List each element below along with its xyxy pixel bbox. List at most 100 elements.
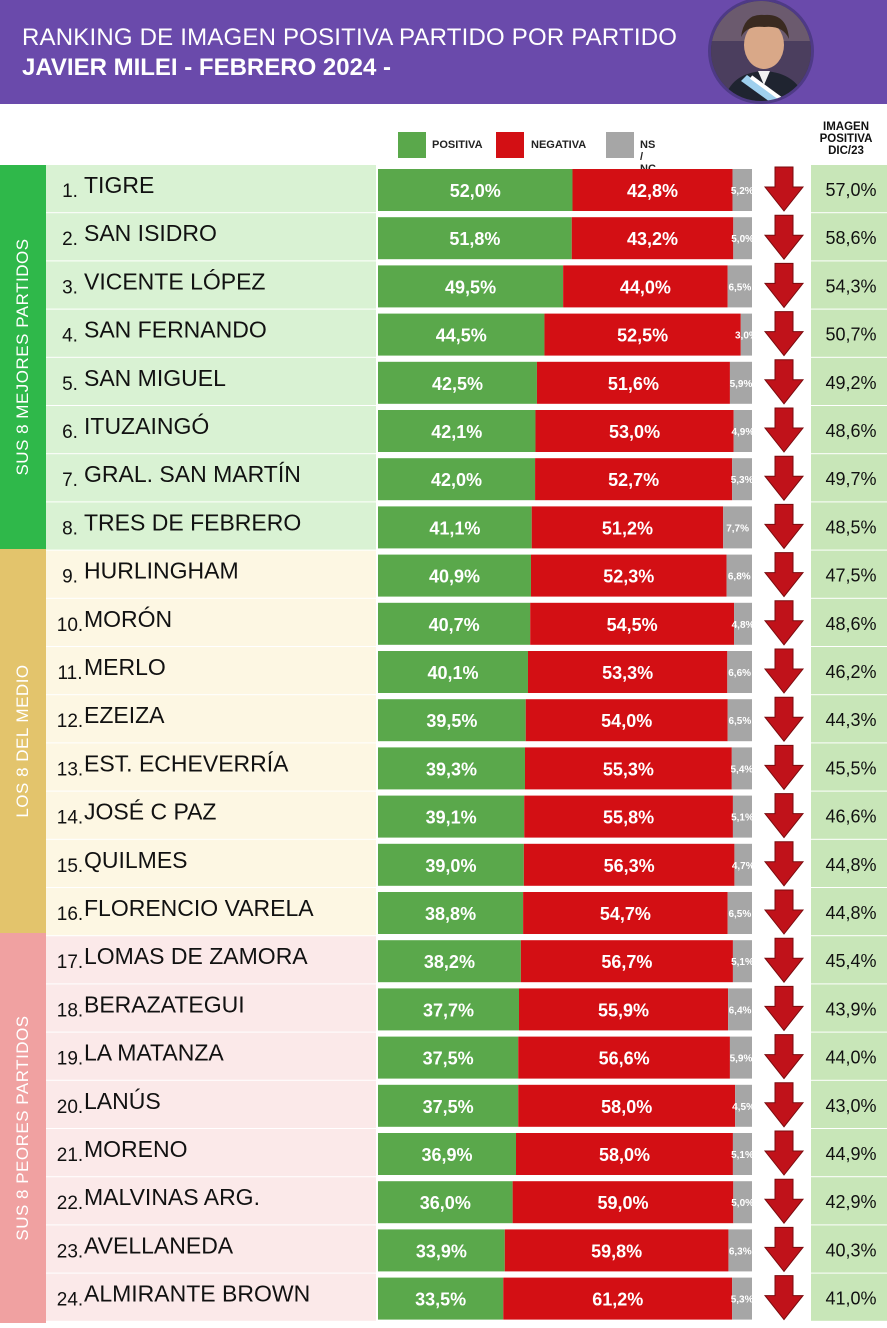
label-negativa: 52,5% bbox=[617, 326, 668, 346]
bar-positiva bbox=[378, 1229, 505, 1272]
label-nsnc: 5,1% bbox=[731, 957, 754, 968]
bar-nsnc bbox=[731, 747, 752, 790]
previous-header-line3: DIC/23 bbox=[828, 145, 864, 157]
label-nsnc: 4,9% bbox=[731, 427, 754, 438]
row-label-bg bbox=[46, 309, 376, 357]
district-name: EZEIZA bbox=[84, 702, 165, 728]
previous-value: 41,0% bbox=[825, 1289, 876, 1309]
row-label-bg bbox=[46, 261, 376, 309]
label-negativa: 56,7% bbox=[601, 952, 652, 972]
bar-negativa bbox=[520, 940, 733, 983]
bar-positiva bbox=[378, 1277, 504, 1320]
district-name: AVELLANEDA bbox=[84, 1232, 234, 1258]
label-nsnc: 3,0% bbox=[735, 331, 758, 342]
trend-down-arrow-icon bbox=[763, 937, 805, 984]
previous-value: 44,9% bbox=[825, 1144, 876, 1164]
legend-swatch-nsnc bbox=[606, 132, 634, 158]
district-name: LANÚS bbox=[84, 1088, 161, 1114]
bar-positiva bbox=[378, 1084, 519, 1127]
row-label-bg bbox=[46, 984, 376, 1032]
bar-positiva bbox=[378, 747, 525, 790]
bar-negativa bbox=[503, 1277, 733, 1320]
bar-positiva bbox=[378, 410, 536, 452]
district-name: LA MATANZA bbox=[84, 1040, 224, 1066]
row-label-bg bbox=[46, 598, 376, 646]
bar-nsnc bbox=[728, 988, 752, 1031]
district-name: MALVINAS ARG. bbox=[84, 1184, 260, 1210]
trend-down-arrow-icon bbox=[763, 648, 805, 694]
bar-positiva bbox=[378, 265, 564, 308]
trend-down-arrow-icon bbox=[763, 214, 805, 261]
previous-value: 48,6% bbox=[825, 421, 876, 441]
rank-number: 24. bbox=[57, 1290, 83, 1311]
trend-down-arrow-icon bbox=[763, 552, 805, 598]
row-label-bg bbox=[46, 1032, 376, 1080]
label-nsnc: 5,0% bbox=[731, 234, 754, 245]
previous-value-bg bbox=[811, 936, 887, 984]
previous-value-bg bbox=[811, 1273, 887, 1321]
previous-value-bg bbox=[811, 888, 887, 936]
previous-value-bg bbox=[811, 743, 887, 791]
label-positiva: 36,0% bbox=[420, 1193, 471, 1213]
bar-nsnc bbox=[732, 458, 752, 501]
previous-value: 49,7% bbox=[825, 469, 876, 489]
label-positiva: 49,5% bbox=[445, 277, 496, 297]
trend-down-arrow-icon bbox=[763, 696, 805, 743]
row-label-bg bbox=[46, 839, 376, 887]
label-nsnc: 6,3% bbox=[729, 1246, 752, 1257]
previous-value-bg bbox=[811, 309, 887, 357]
bar-negativa bbox=[523, 843, 735, 886]
rank-number: 3. bbox=[62, 277, 78, 298]
label-positiva: 33,9% bbox=[416, 1241, 467, 1261]
district-name: ALMIRANTE BROWN bbox=[84, 1281, 310, 1307]
label-nsnc: 5,3% bbox=[731, 1295, 754, 1306]
label-nsnc: 6,5% bbox=[728, 716, 751, 727]
previous-value: 40,3% bbox=[825, 1240, 876, 1260]
bar-negativa bbox=[516, 1133, 733, 1175]
label-nsnc: 6,6% bbox=[728, 668, 751, 679]
label-positiva: 37,5% bbox=[423, 1049, 474, 1069]
trend-down-arrow-icon bbox=[763, 1178, 805, 1225]
label-nsnc: 5,2% bbox=[731, 186, 754, 197]
bar-positiva bbox=[378, 506, 532, 549]
previous-value-bg bbox=[811, 1032, 887, 1080]
row-label-bg bbox=[46, 406, 376, 454]
row-label-bg bbox=[46, 1129, 376, 1177]
rank-number: 21. bbox=[57, 1145, 83, 1166]
previous-value-bg bbox=[811, 261, 887, 309]
bar-negativa bbox=[524, 795, 733, 838]
previous-value-bg bbox=[811, 647, 887, 695]
trend-down-arrow-icon bbox=[763, 311, 805, 357]
district-name: SAN ISIDRO bbox=[84, 220, 217, 246]
previous-column-header: IMAGEN POSITIVA DIC/23 bbox=[806, 121, 886, 157]
previous-value-bg bbox=[811, 598, 887, 646]
label-positiva: 37,7% bbox=[423, 1000, 474, 1020]
previous-value: 57,0% bbox=[825, 180, 876, 200]
bar-nsnc bbox=[729, 1036, 752, 1079]
label-positiva: 38,8% bbox=[425, 904, 476, 924]
district-name: ITUZAINGÓ bbox=[84, 413, 209, 439]
previous-value-bg bbox=[811, 1080, 887, 1128]
row-label-bg bbox=[46, 1177, 376, 1225]
label-nsnc: 7,7% bbox=[726, 523, 749, 534]
bar-nsnc bbox=[733, 217, 752, 260]
bar-negativa bbox=[523, 892, 728, 934]
district-name: VICENTE LÓPEZ bbox=[84, 268, 265, 294]
label-positiva: 38,2% bbox=[424, 952, 475, 972]
previous-value-bg bbox=[811, 1177, 887, 1225]
trend-down-arrow-icon bbox=[763, 1082, 805, 1128]
rank-number: 16. bbox=[57, 904, 83, 925]
bar-nsnc bbox=[735, 1084, 752, 1127]
rank-number: 12. bbox=[57, 711, 83, 732]
label-positiva: 42,0% bbox=[431, 470, 482, 490]
district-name: EST. ECHEVERRÍA bbox=[84, 750, 289, 776]
label-negativa: 42,8% bbox=[627, 181, 678, 201]
bar-nsnc bbox=[727, 892, 752, 934]
label-nsnc: 4,5% bbox=[732, 1102, 755, 1113]
label-positiva: 44,5% bbox=[436, 326, 487, 346]
bar-nsnc bbox=[726, 554, 752, 597]
bar-negativa bbox=[527, 651, 728, 693]
row-label-bg bbox=[46, 550, 376, 598]
bar-negativa bbox=[530, 602, 735, 645]
bar-nsnc bbox=[734, 843, 752, 886]
